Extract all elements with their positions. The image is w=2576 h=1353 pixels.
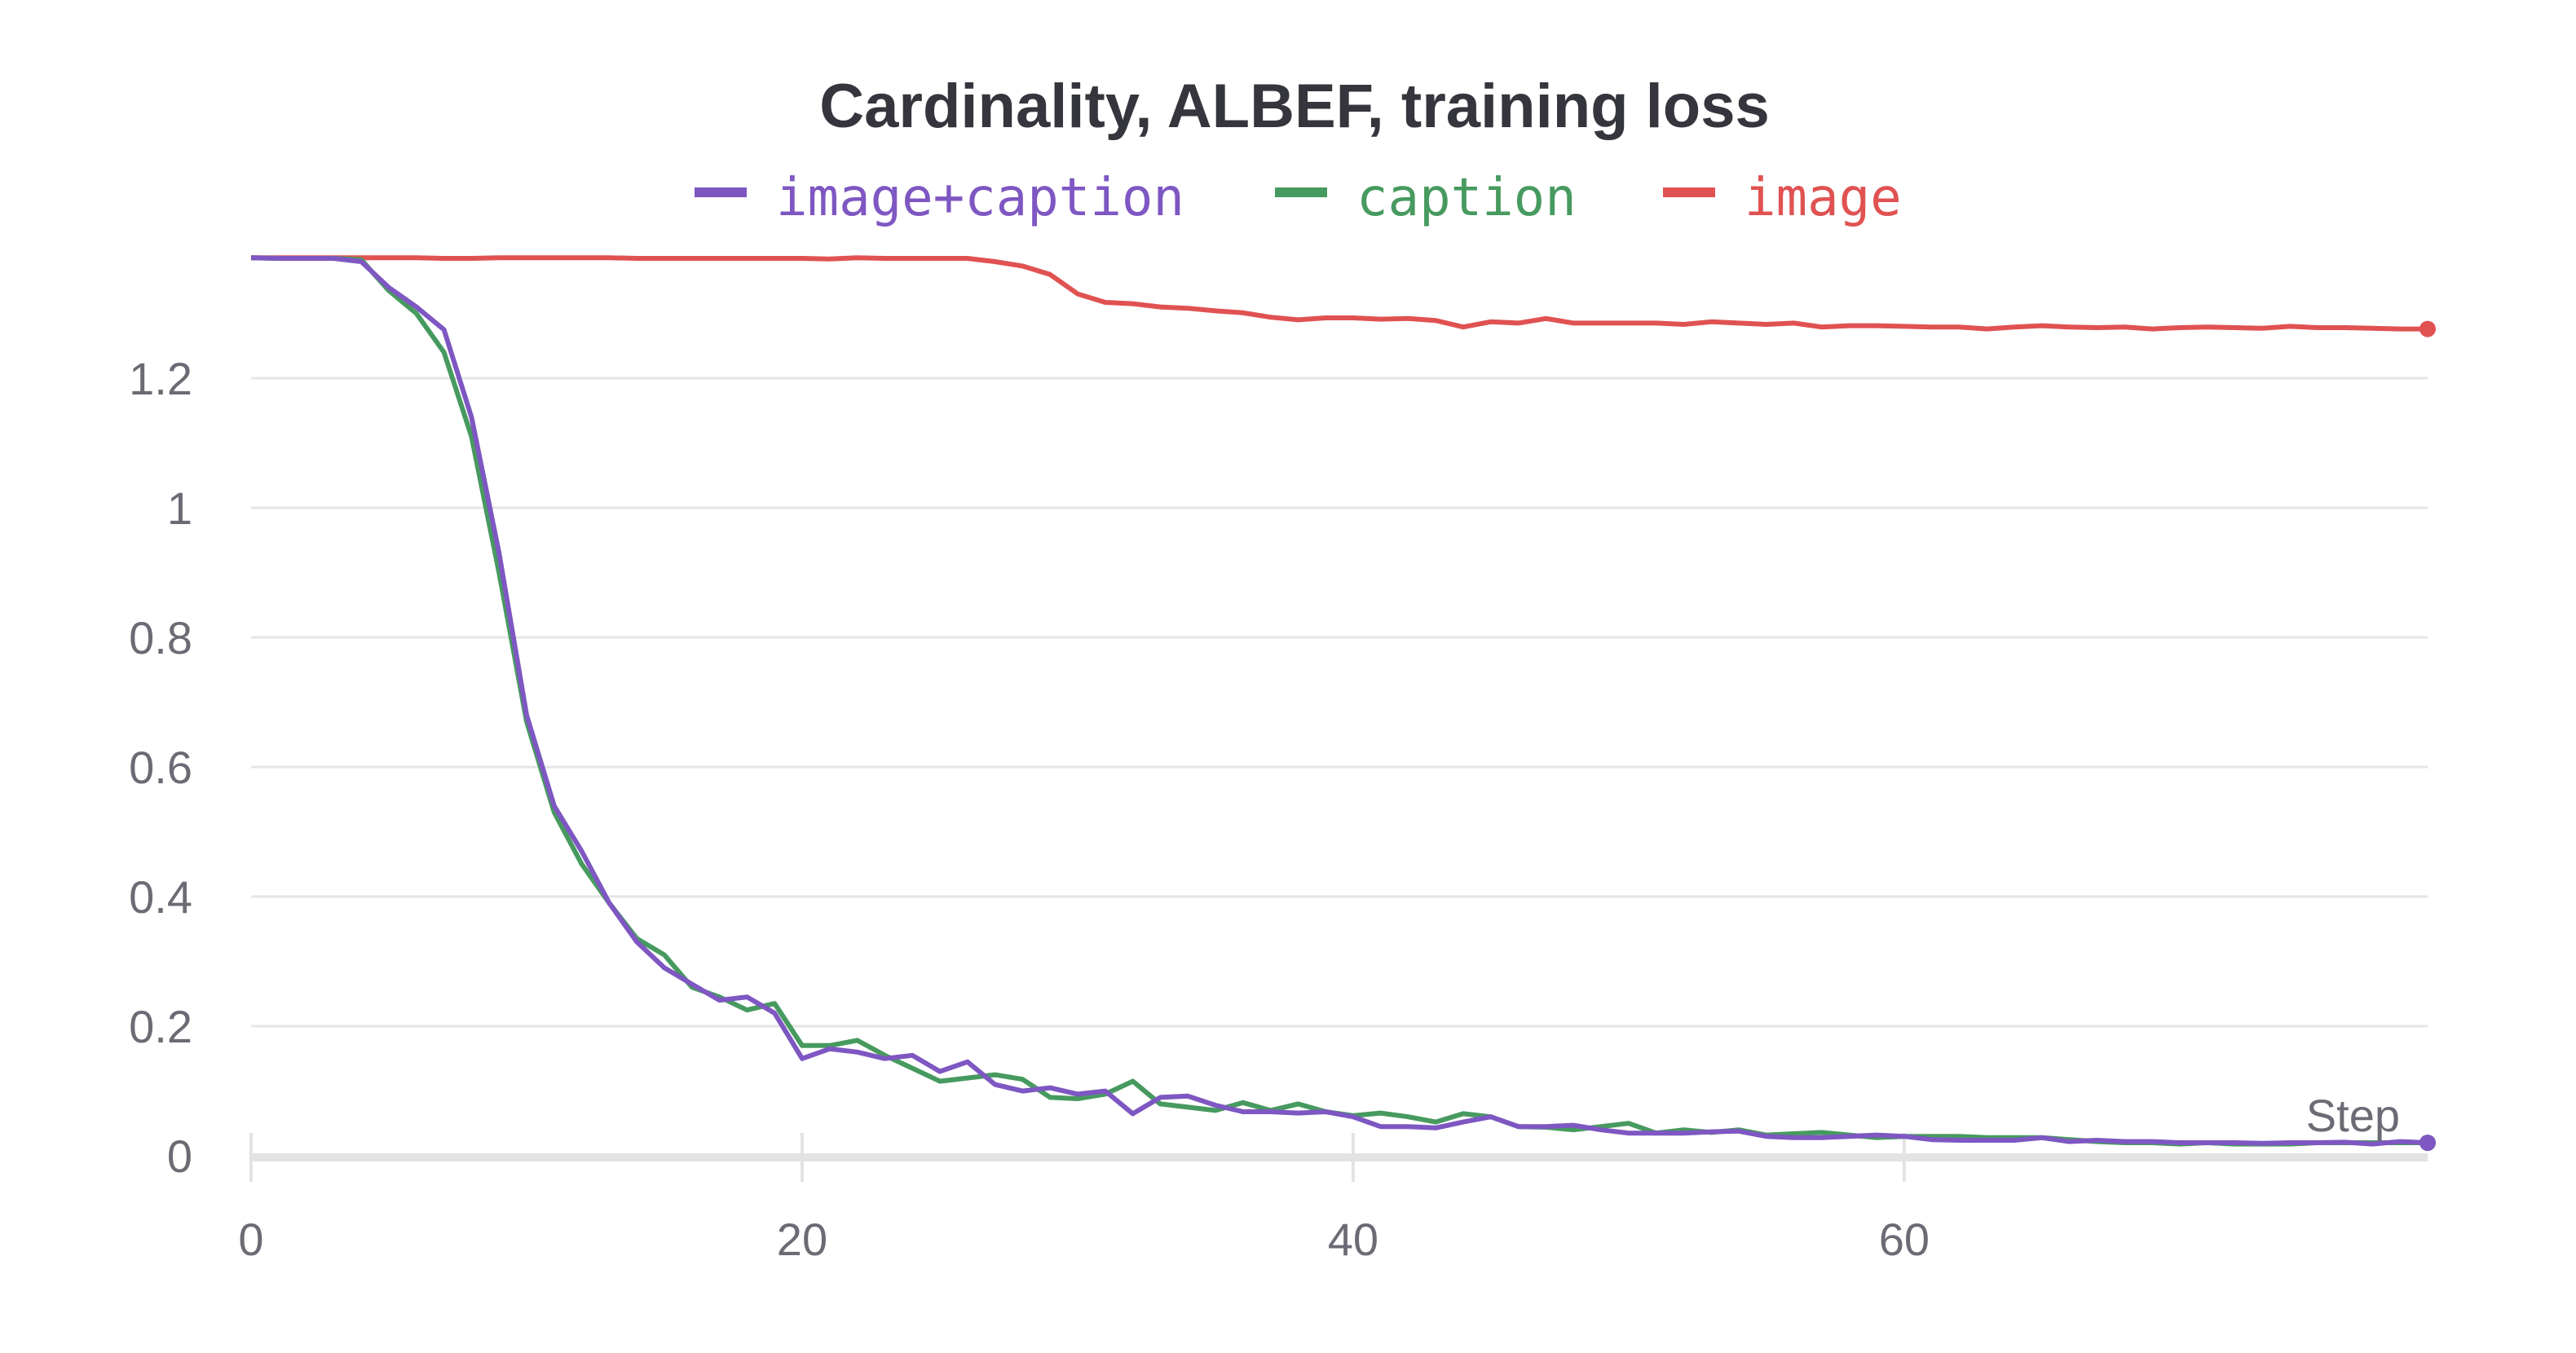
y-tick-label: 1.2 [129, 353, 192, 404]
y-tick-label: 0.4 [129, 871, 192, 923]
series-end-point [2419, 1135, 2436, 1152]
gridlines [251, 377, 2428, 1028]
series-line-image [251, 255, 2428, 332]
x-tick-label: 20 [777, 1214, 827, 1265]
y-axis: 0 0.2 0.4 0.6 0.8 1 1.2 [129, 353, 192, 1182]
y-tick-label: 0.2 [129, 1001, 192, 1052]
legend-label: image+caption [776, 168, 1184, 228]
legend-label: image [1745, 168, 1902, 228]
legend-label: caption [1356, 168, 1577, 228]
series-end-point [2419, 320, 2436, 337]
series-lines [250, 255, 2436, 1152]
legend: image+caption caption image [695, 168, 1902, 228]
x-axis: 0 20 40 60 [238, 1133, 2428, 1265]
y-tick-label: 0 [167, 1130, 192, 1182]
x-tick-label: 0 [238, 1214, 263, 1265]
series-line-image-caption [250, 255, 2428, 1147]
x-tick-label: 60 [1879, 1214, 1930, 1265]
y-tick-label: 0.8 [129, 612, 192, 663]
x-axis-label: Step [2306, 1090, 2400, 1141]
y-tick-label: 1 [167, 483, 192, 534]
x-tick-label: 40 [1328, 1214, 1378, 1265]
y-tick-label: 0.6 [129, 742, 192, 793]
series-line-caption [250, 255, 2428, 1147]
chart-title: Cardinality, ALBEF, training loss [819, 72, 1770, 141]
